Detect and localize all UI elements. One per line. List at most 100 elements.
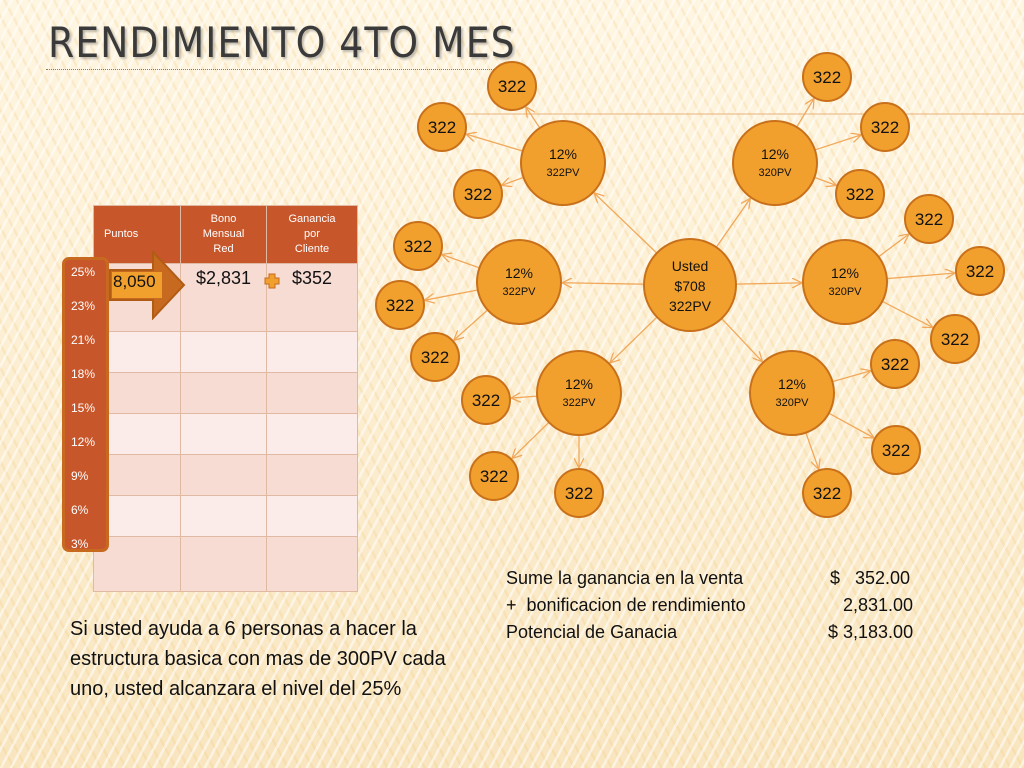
branch-node-percent: 12%	[565, 376, 593, 392]
edge-branch-to-leaf	[526, 108, 541, 129]
title-underline	[46, 69, 516, 70]
leaf-node-value: 322	[881, 355, 909, 374]
edge-center-to-branch	[611, 316, 658, 362]
leaf-node	[410, 332, 460, 382]
leaf-node	[487, 61, 537, 111]
leaf-node	[930, 314, 980, 364]
table-cell	[180, 454, 267, 496]
leaf-node-value: 322	[386, 296, 414, 315]
table-cell	[266, 536, 358, 592]
leaf-node	[393, 221, 443, 271]
edge-center-to-branch	[721, 317, 762, 361]
branch-node-pv: 320PV	[828, 286, 862, 298]
edge-branch-to-leaf	[886, 273, 954, 280]
branch-node	[536, 350, 622, 436]
leaf-node	[554, 468, 604, 518]
leaf-node-value: 322	[871, 118, 899, 137]
edge-branch-to-leaf	[467, 134, 523, 152]
leaf-node	[417, 102, 467, 152]
leaf-node	[871, 425, 921, 475]
leaf-node-value: 322	[915, 210, 943, 229]
header-ganancia-line1: Ganancia	[288, 213, 336, 225]
cell-bono-value: $2,831	[180, 263, 267, 332]
summary-row1-label: Sume la ganancia en la venta	[506, 568, 744, 588]
leaf-node-value: 322	[846, 185, 874, 204]
leaf-node	[802, 468, 852, 518]
branch-node-pv: 322PV	[562, 397, 596, 409]
edge-center-to-branch	[715, 199, 750, 248]
table-cell	[180, 495, 267, 537]
level-23: 23%	[71, 299, 96, 313]
level-9: 9%	[71, 469, 89, 483]
edge-center-to-branch	[563, 283, 645, 284]
branch-node-pv: 322PV	[546, 167, 580, 179]
level-15: 15%	[71, 401, 96, 415]
edge-branch-to-leaf	[513, 421, 550, 457]
summary-row3-value: $ 3,183.00	[828, 622, 914, 642]
leaf-node	[835, 169, 885, 219]
header-bono-line2: Mensual	[202, 228, 245, 240]
level-6: 6%	[71, 503, 89, 517]
header-ganancia-line2: por	[304, 228, 320, 240]
table-cell	[266, 413, 358, 455]
leaf-node-value: 322	[464, 185, 492, 204]
branch-node-percent: 12%	[831, 265, 859, 281]
leaf-node-value: 322	[565, 484, 593, 503]
edge-branch-to-leaf	[814, 135, 860, 151]
page-title: RENDIMIENTO 4TO MES	[48, 18, 516, 67]
level-25: 25%	[71, 265, 96, 279]
header-bono-line1: Bono	[210, 213, 237, 225]
leaf-node	[375, 280, 425, 330]
branch-node-percent: 12%	[505, 265, 533, 281]
table-cell	[180, 413, 267, 455]
header-puntos: Puntos	[93, 205, 181, 264]
level-3: 3%	[71, 537, 89, 551]
edge-branch-to-leaf	[881, 300, 932, 327]
leaf-node	[860, 102, 910, 152]
leaf-node-value: 322	[472, 391, 500, 410]
header-ganancia-line3: Cliente	[294, 243, 330, 255]
leaf-node-value: 322	[941, 330, 969, 349]
leaf-node-value: 322	[813, 68, 841, 87]
summary-row1-value: $ 352.00	[830, 568, 911, 588]
header-bono-line3: Red	[213, 243, 234, 255]
leaf-node-value: 322	[882, 441, 910, 460]
table-cell	[266, 331, 358, 373]
edge-branch-to-leaf	[502, 176, 524, 185]
explanation-paragraph: Si usted ayuda a 6 personas a hacer la e…	[70, 618, 446, 700]
leaf-node	[955, 246, 1005, 296]
branch-node	[476, 239, 562, 325]
center-node	[643, 238, 737, 332]
branch-node	[749, 350, 835, 436]
branch-node-percent: 12%	[549, 146, 577, 162]
level-12: 12%	[71, 435, 96, 449]
branch-node	[520, 120, 606, 206]
leaf-node	[469, 451, 519, 501]
summary-row2-value: 2,831.00	[843, 595, 914, 615]
leaf-node-value: 322	[480, 467, 508, 486]
leaf-node-value: 322	[498, 77, 526, 96]
edge-branch-to-leaf	[805, 432, 819, 469]
edge-center-to-branch	[595, 193, 658, 254]
table-cell	[180, 372, 267, 414]
points-value: 8,050	[113, 272, 156, 291]
leaf-node-value: 322	[813, 484, 841, 503]
edge-branch-to-leaf	[426, 289, 478, 300]
center-node-label: Usted	[672, 258, 709, 274]
table-cell	[180, 536, 267, 592]
branch-node-pv: 322PV	[502, 286, 536, 298]
leaf-node	[904, 194, 954, 244]
leaf-node-value: 322	[428, 118, 456, 137]
edge-branch-to-leaf	[828, 412, 873, 437]
summary-row3-label: Potencial de Ganacia	[506, 622, 678, 642]
branch-node-percent: 12%	[778, 376, 806, 392]
leaf-node-value: 322	[421, 348, 449, 367]
branch-node	[732, 120, 818, 206]
branch-node-pv: 320PV	[775, 397, 809, 409]
level-21: 21%	[71, 333, 96, 347]
edge-branch-to-leaf	[454, 309, 489, 340]
leaf-node	[453, 169, 503, 219]
edge-branch-to-leaf	[442, 255, 480, 269]
edge-branch-to-leaf	[814, 176, 835, 185]
